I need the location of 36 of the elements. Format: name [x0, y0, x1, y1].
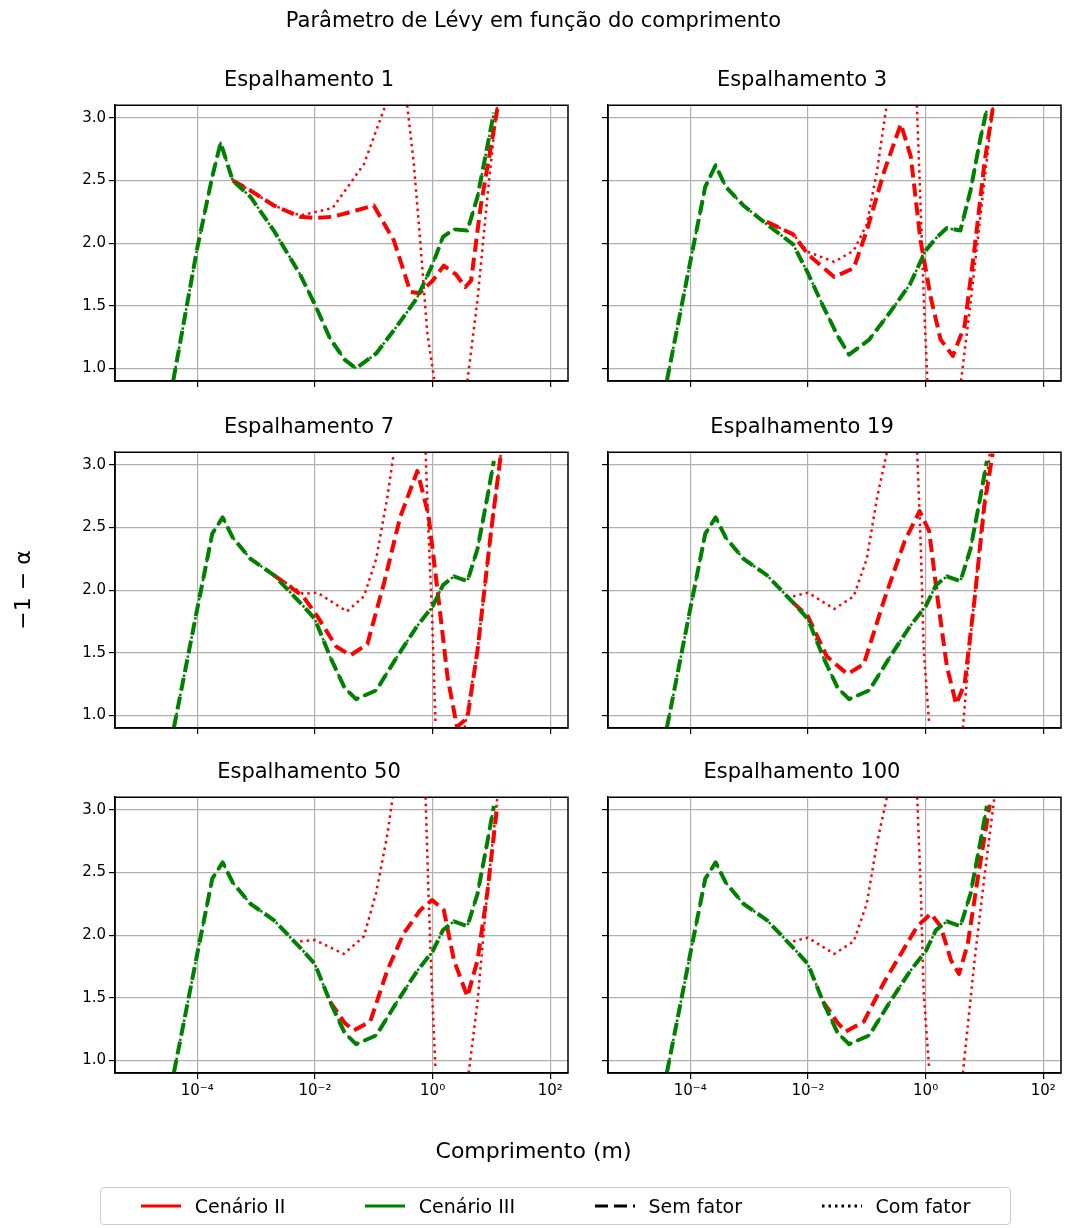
y-tick-label: 1.5 [82, 987, 106, 1006]
y-tick-label: 3.0 [82, 454, 106, 473]
x-tick-label: 10⁰ [913, 1080, 939, 1099]
x-tick-label: 10⁻² [298, 1080, 332, 1099]
chart-title: Espalhamento 19 [710, 414, 894, 439]
legend-label: Sem fator [648, 1195, 743, 1217]
y-axis-title: −1 − α [9, 550, 35, 630]
y-tick-label: 3.0 [82, 107, 106, 126]
y-tick-label: 1.0 [82, 1050, 106, 1069]
x-axis-title: Comprimento (m) [434, 1138, 633, 1163]
y-tick-label: 3.0 [82, 799, 106, 818]
y-tick-label: 2.5 [82, 170, 106, 189]
x-tick-label: 10⁻⁴ [180, 1080, 214, 1099]
x-tick-label: 10⁰ [420, 1080, 446, 1099]
chart-title: Espalhamento 7 [223, 414, 395, 439]
legend-label: Cenário II [194, 1195, 286, 1217]
y-tick-label: 1.0 [82, 358, 106, 377]
y-tick-label: 2.0 [82, 924, 106, 943]
x-tick-label: 10² [1030, 1080, 1056, 1099]
chart-title: Espalhamento 3 [716, 67, 888, 92]
y-tick-label: 2.5 [82, 517, 106, 536]
chart-title: Espalhamento 100 [703, 759, 901, 784]
text: Parâmetro de Lévy em função do comprimento [284, 8, 783, 32]
y-tick-label: 2.0 [82, 579, 106, 598]
y-tick-label: 2.5 [82, 862, 106, 881]
x-tick-label: 10⁻⁴ [673, 1080, 707, 1099]
x-tick-label: 10⁻² [791, 1080, 825, 1099]
chart-title: Espalhamento 1 [223, 67, 395, 92]
legend-label: Cenário III [418, 1195, 516, 1217]
y-tick-label: 2.0 [82, 232, 106, 251]
y-tick-label: 1.5 [82, 642, 106, 661]
x-tick-label: 10² [537, 1080, 563, 1099]
y-tick-label: 1.5 [82, 295, 106, 314]
chart-title: Espalhamento 50 [217, 759, 401, 784]
legend-label: Com fator [875, 1195, 971, 1217]
y-tick-label: 1.0 [82, 705, 106, 724]
